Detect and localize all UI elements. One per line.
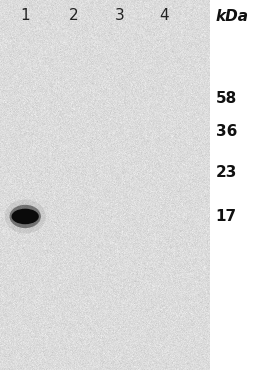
Ellipse shape	[10, 205, 41, 228]
Text: 4: 4	[159, 8, 169, 23]
Text: 58: 58	[216, 91, 237, 105]
Text: 3: 3	[115, 8, 125, 23]
Text: 23: 23	[216, 165, 237, 179]
Text: kDa: kDa	[216, 9, 249, 24]
Text: 1: 1	[20, 8, 30, 23]
Text: 17: 17	[216, 209, 237, 224]
Ellipse shape	[5, 199, 46, 233]
Text: 36: 36	[216, 124, 237, 139]
Ellipse shape	[11, 209, 39, 224]
Text: 2: 2	[69, 8, 78, 23]
